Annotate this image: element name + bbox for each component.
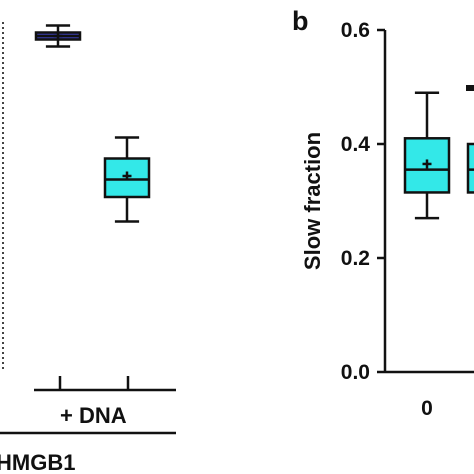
- panel-b-box-2: [466, 142, 474, 194]
- panel-b: b Slow fraction 0.00.20.40.6 01: [292, 6, 474, 420]
- panel-a-box-2: [103, 136, 151, 223]
- panel-a-box-1: [34, 24, 82, 48]
- panel-b-box-2-iqr-box: [466, 142, 474, 194]
- panel-b-y-tick-label: 0.6: [341, 19, 370, 42]
- panel-b-x-tick-label: 0: [421, 397, 433, 420]
- panel-a-group-axis-label: HMGB1: [0, 450, 75, 474]
- panel-b-y-tick-label: 0.2: [341, 247, 370, 270]
- panel-b-letter: b: [292, 6, 309, 36]
- panel-b-y-tick-label: 0.4: [341, 133, 371, 156]
- panel-b-box-1: [403, 91, 451, 220]
- panel-b-y-tick-label: 0.0: [341, 361, 370, 384]
- panel-b-y-axis-title: Slow fraction: [300, 132, 325, 270]
- panel-a-group-label: + DNA: [60, 403, 127, 428]
- panel-a: + DNA HMGB1: [0, 22, 176, 474]
